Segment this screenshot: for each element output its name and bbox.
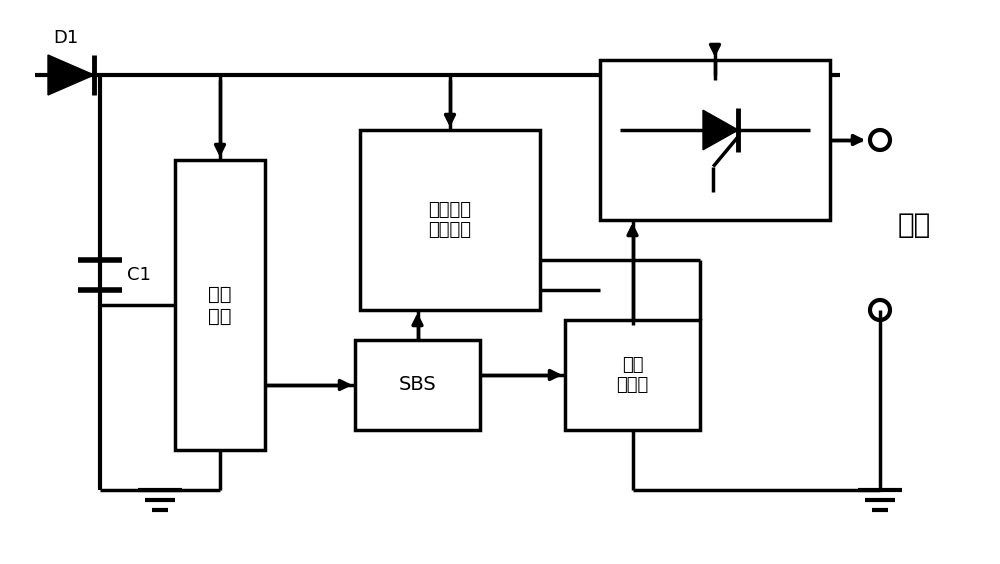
Text: C1: C1 <box>127 266 151 284</box>
Bar <box>355 340 480 430</box>
Polygon shape <box>703 110 738 150</box>
Text: 触发
变压器: 触发 变压器 <box>616 355 649 394</box>
Text: 输出: 输出 <box>898 211 931 239</box>
Text: SBS: SBS <box>399 376 436 394</box>
Text: D1: D1 <box>53 29 78 47</box>
Bar <box>175 160 265 450</box>
Polygon shape <box>48 55 94 95</box>
Text: 触发脉冲
储能电路: 触发脉冲 储能电路 <box>428 201 472 239</box>
Bar <box>360 130 540 310</box>
Bar <box>600 60 830 220</box>
Text: 采样
电路: 采样 电路 <box>208 284 232 325</box>
Bar <box>565 320 700 430</box>
